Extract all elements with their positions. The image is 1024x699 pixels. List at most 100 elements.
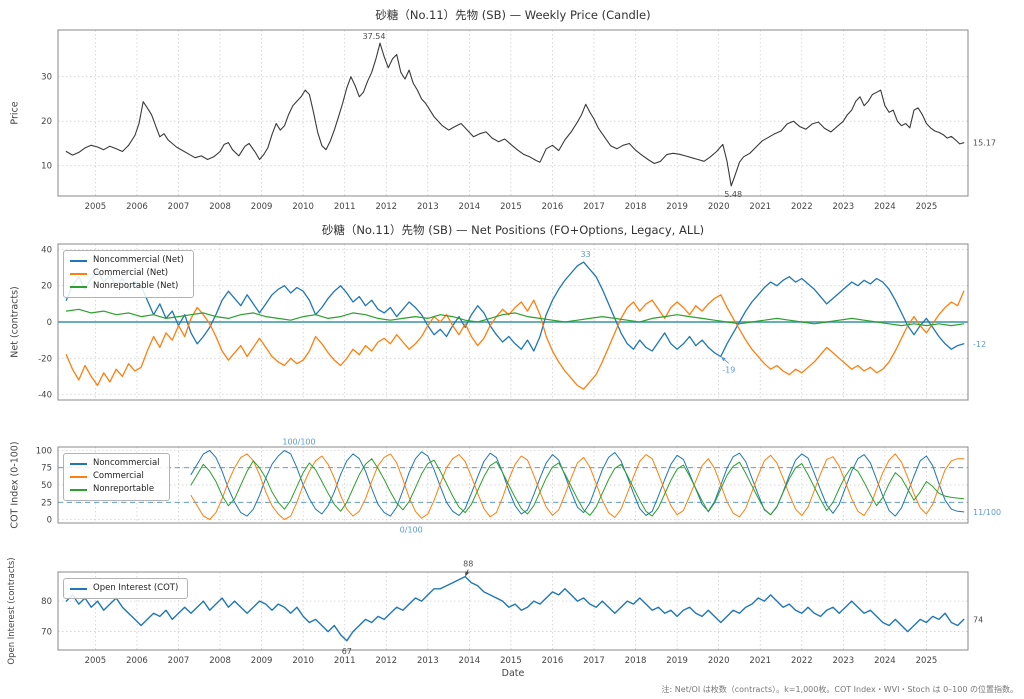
svg-text:2011: 2011 bbox=[334, 656, 356, 666]
svg-text:2016: 2016 bbox=[542, 202, 564, 212]
svg-text:37.54: 37.54 bbox=[363, 32, 386, 41]
svg-text:2018: 2018 bbox=[625, 656, 647, 666]
svg-text:30: 30 bbox=[41, 73, 52, 83]
svg-text:40: 40 bbox=[41, 245, 52, 255]
svg-text:10: 10 bbox=[41, 162, 52, 172]
svg-text:2022: 2022 bbox=[791, 656, 813, 666]
nonreportable-line-swatch bbox=[70, 285, 87, 288]
svg-text:2006: 2006 bbox=[126, 656, 148, 666]
svg-text:2014: 2014 bbox=[459, 656, 481, 666]
legend-item: Nonreportable bbox=[70, 483, 160, 496]
svg-text:25: 25 bbox=[41, 498, 52, 508]
svg-text:-20: -20 bbox=[38, 354, 52, 364]
svg-text:15.17: 15.17 bbox=[973, 139, 996, 148]
svg-text:2025: 2025 bbox=[916, 202, 938, 212]
svg-text:0: 0 bbox=[47, 516, 52, 526]
svg-text:2018: 2018 bbox=[625, 202, 647, 212]
svg-text:2005: 2005 bbox=[85, 656, 107, 666]
svg-text:-19: -19 bbox=[722, 365, 735, 374]
svg-text:2009: 2009 bbox=[251, 202, 273, 212]
svg-text:2024: 2024 bbox=[874, 656, 896, 666]
legend-item: Commercial (Net) bbox=[70, 267, 184, 280]
svg-text:2023: 2023 bbox=[833, 656, 855, 666]
svg-text:33: 33 bbox=[581, 250, 591, 259]
svg-text:5.48: 5.48 bbox=[724, 190, 742, 199]
svg-text:2017: 2017 bbox=[583, 202, 605, 212]
price-chart: 2005 2006 2007 2008 2009 2010 2011 2012 2013 2014… bbox=[41, 29, 996, 212]
svg-text:2005: 2005 bbox=[85, 202, 107, 212]
svg-text:2010: 2010 bbox=[292, 656, 314, 666]
net-positions-legend: Noncommercial (Net) Commercial (Net) Non… bbox=[63, 250, 194, 298]
legend-item: Open Interest (COT) bbox=[70, 582, 178, 595]
svg-text:50: 50 bbox=[41, 481, 52, 491]
svg-text:2007: 2007 bbox=[168, 202, 190, 212]
legend-item: Commercial bbox=[70, 470, 160, 483]
svg-text:2022: 2022 bbox=[791, 202, 813, 212]
svg-text:2011: 2011 bbox=[334, 202, 356, 212]
legend-label: Nonreportable bbox=[93, 484, 155, 495]
svg-text:2025: 2025 bbox=[916, 656, 938, 666]
svg-text:2012: 2012 bbox=[375, 202, 397, 212]
legend-label: Commercial (Net) bbox=[93, 268, 169, 279]
net-positions-chart-title: 砂糖（No.11）先物 (SB) — Net Positions (FO+Opt… bbox=[321, 223, 705, 237]
svg-text:2020: 2020 bbox=[708, 656, 730, 666]
legend-item: Nonreportable (Net) bbox=[70, 280, 184, 293]
legend-label: Nonreportable (Net) bbox=[93, 281, 179, 292]
svg-text:100/100: 100/100 bbox=[282, 437, 315, 446]
cot-index-y-axis-label: COT Index (0-100) bbox=[9, 441, 21, 529]
svg-text:75: 75 bbox=[41, 464, 52, 474]
svg-text:2010: 2010 bbox=[292, 202, 314, 212]
svg-text:100: 100 bbox=[36, 446, 52, 456]
commercial-line-swatch bbox=[70, 272, 87, 275]
net-y-axis-label: Net (contracts) bbox=[9, 286, 21, 358]
svg-text:2008: 2008 bbox=[209, 656, 231, 666]
legend-item: Noncommercial bbox=[70, 457, 160, 470]
svg-text:20: 20 bbox=[41, 282, 52, 292]
svg-text:74: 74 bbox=[973, 615, 983, 624]
svg-text:2019: 2019 bbox=[666, 202, 688, 212]
svg-text:2014: 2014 bbox=[459, 202, 481, 212]
svg-text:2021: 2021 bbox=[749, 202, 771, 212]
svg-text:2007: 2007 bbox=[168, 656, 190, 666]
svg-text:2024: 2024 bbox=[874, 202, 896, 212]
noncommercial-line-swatch bbox=[70, 259, 87, 262]
svg-text:2006: 2006 bbox=[126, 202, 148, 212]
svg-text:2009: 2009 bbox=[251, 656, 273, 666]
svg-text:88: 88 bbox=[463, 560, 473, 569]
svg-text:-12: -12 bbox=[973, 340, 986, 349]
svg-text:2021: 2021 bbox=[749, 656, 771, 666]
open-interest-legend: Open Interest (COT) bbox=[63, 578, 189, 600]
svg-text:70: 70 bbox=[41, 628, 52, 638]
x-axis-label: Date bbox=[501, 668, 525, 679]
svg-text:2013: 2013 bbox=[417, 202, 439, 212]
svg-text:11/100: 11/100 bbox=[973, 508, 1001, 517]
nonreportable-line-swatch bbox=[70, 488, 87, 491]
commercial-line-swatch bbox=[70, 475, 87, 478]
svg-text:20: 20 bbox=[41, 117, 52, 127]
svg-text:2015: 2015 bbox=[500, 656, 522, 666]
svg-text:2019: 2019 bbox=[666, 656, 688, 666]
legend-label: Noncommercial (Net) bbox=[93, 255, 184, 265]
noncommercial-line-swatch bbox=[70, 462, 87, 465]
svg-text:2008: 2008 bbox=[209, 202, 231, 212]
legend-label: Noncommercial bbox=[93, 458, 160, 468]
svg-text:80: 80 bbox=[41, 597, 52, 607]
open-interest-y-axis-label: Open Interest (contracts) bbox=[7, 557, 17, 665]
cot-index-legend: Noncommercial Commercial Nonreportable bbox=[63, 453, 170, 501]
svg-text:2016: 2016 bbox=[542, 656, 564, 666]
price-y-axis-label: Price bbox=[9, 101, 21, 125]
net-positions-chart: -40 -20 0 20 40 33 -19 -12 bbox=[38, 243, 986, 401]
legend-label: Open Interest (COT) bbox=[93, 583, 179, 593]
svg-text:2015: 2015 bbox=[500, 202, 522, 212]
open-interest-line-swatch bbox=[70, 587, 87, 590]
svg-text:2023: 2023 bbox=[833, 202, 855, 212]
open-interest-chart: 2005 2006 2007 2008 2009 2010 2011 2012 2013 2014… bbox=[41, 560, 983, 666]
legend-item: Noncommercial (Net) bbox=[70, 254, 184, 267]
svg-text:-40: -40 bbox=[38, 391, 52, 401]
svg-text:2012: 2012 bbox=[375, 656, 397, 666]
svg-text:67: 67 bbox=[342, 647, 352, 656]
svg-text:0/100: 0/100 bbox=[400, 526, 423, 535]
legend-label: Commercial bbox=[93, 471, 144, 482]
price-chart-title: 砂糖（No.11）先物 (SB) — Weekly Price (Candle) bbox=[375, 8, 651, 22]
